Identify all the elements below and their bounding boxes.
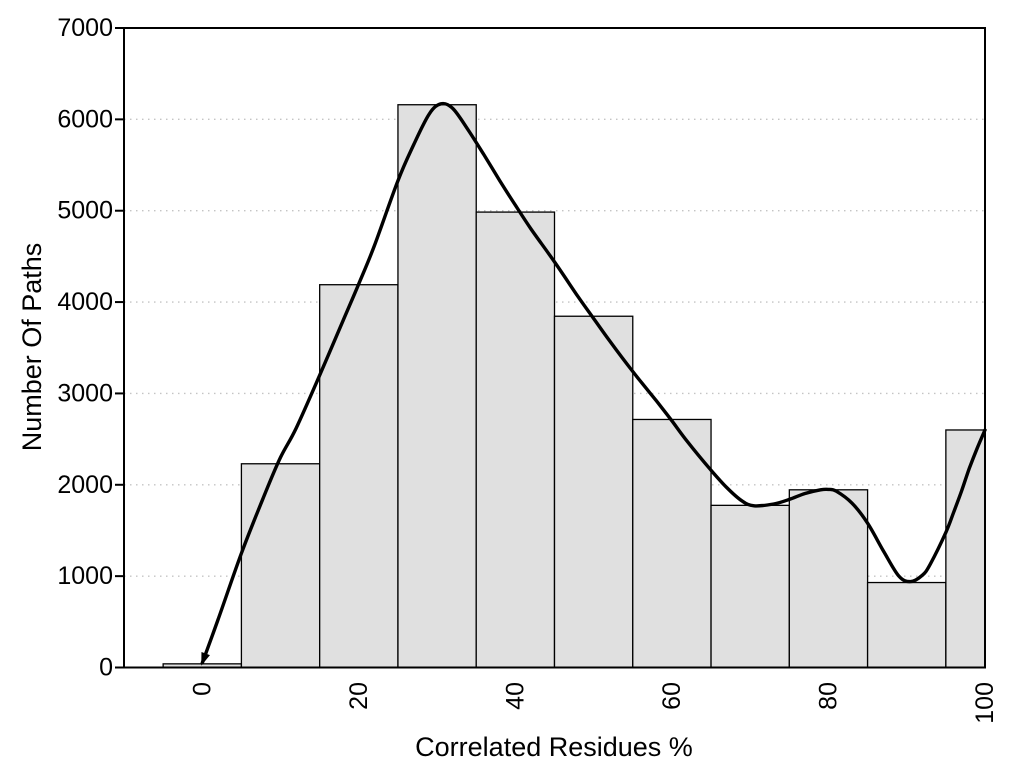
- histogram-bar: [475, 211, 556, 669]
- x-tick-label: 100: [971, 682, 999, 724]
- histogram-bar: [945, 429, 986, 669]
- y-tick-label: 1000: [57, 562, 113, 590]
- axes-layer: [115, 27, 986, 669]
- bars-layer: [162, 104, 986, 669]
- y-tick-label: 2000: [57, 471, 113, 499]
- x-tick-label: 80: [814, 682, 842, 710]
- y-axis-title: Number Of Paths: [17, 243, 47, 452]
- histogram-bar: [710, 504, 790, 669]
- y-tick-label: 7000: [57, 14, 113, 42]
- x-tick-label: 20: [345, 682, 373, 710]
- histogram-bar: [866, 581, 947, 669]
- x-tick-label: 60: [658, 682, 686, 710]
- y-tick-label: 3000: [57, 379, 113, 407]
- x-tick-label: 0: [188, 682, 216, 696]
- histogram-bar: [319, 284, 399, 669]
- x-axis-title: Correlated Residues %: [415, 732, 693, 762]
- tick-labels-layer: 0 1000 2000 3000 4000 5000 6000 7000 0 20 40 60 80 10…: [57, 14, 999, 724]
- curve-arrowhead: [201, 651, 210, 666]
- density-curve: [200, 101, 987, 665]
- y-tick-label: 6000: [57, 105, 113, 133]
- histogram-bar: [240, 463, 321, 669]
- curve-layer: [200, 101, 987, 666]
- histogram-bar: [788, 489, 869, 669]
- y-tick-label: 4000: [57, 288, 113, 316]
- y-tick-label: 5000: [57, 197, 113, 225]
- y-tick-label: 0: [99, 654, 113, 682]
- histogram-bar: [397, 104, 477, 669]
- histogram-bar: [553, 315, 634, 669]
- x-tick-label: 40: [501, 682, 529, 710]
- plot-frame: [123, 27, 986, 669]
